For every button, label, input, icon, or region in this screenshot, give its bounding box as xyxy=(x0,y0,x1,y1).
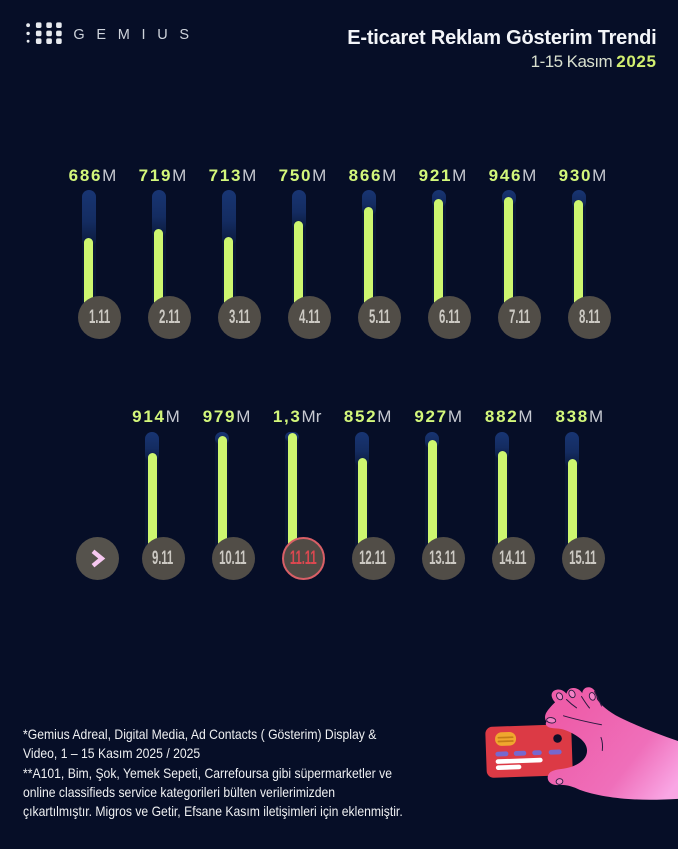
svg-text:GEMIUS: GEMIUS xyxy=(73,27,200,43)
